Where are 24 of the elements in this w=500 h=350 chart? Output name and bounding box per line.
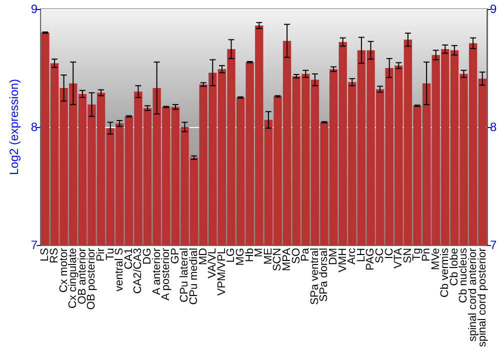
x-tick-label: Pir xyxy=(95,248,108,262)
x-tick-label: Hb xyxy=(244,248,256,262)
x-tick-label: OB posterior xyxy=(86,248,98,310)
y-tick-label: 8 xyxy=(30,120,38,134)
x-tick-label: SPa dorsal xyxy=(318,248,330,302)
y-axis-title: Log2 (expression) xyxy=(7,78,21,176)
x-tick-label: Pa xyxy=(300,247,312,262)
x-tick-label: M xyxy=(253,248,266,258)
x-tick-label: SO xyxy=(290,248,302,264)
y-tick-label: 7 xyxy=(30,238,38,252)
x-tick-label: Cb nucleus xyxy=(458,247,470,303)
x-tick-label: Tg xyxy=(411,248,424,261)
x-tick-label: SCN xyxy=(272,248,284,272)
y2-tick-label: 9 xyxy=(490,2,497,16)
x-tick-label: CPu medial xyxy=(188,248,200,305)
x-tick-label: SN xyxy=(402,248,414,264)
x-tick-label: Arc xyxy=(346,247,358,264)
x-tick-label: RS xyxy=(48,248,61,264)
x-tick-label: Cb lobe xyxy=(448,248,460,286)
x-tick-label: IC xyxy=(383,248,396,259)
y2-tick-label: 8 xyxy=(490,120,497,134)
y-tick-label: 9 xyxy=(30,2,38,16)
x-tick-label: OB anterior xyxy=(76,248,88,304)
y2-tick-label: 7 xyxy=(490,238,497,252)
